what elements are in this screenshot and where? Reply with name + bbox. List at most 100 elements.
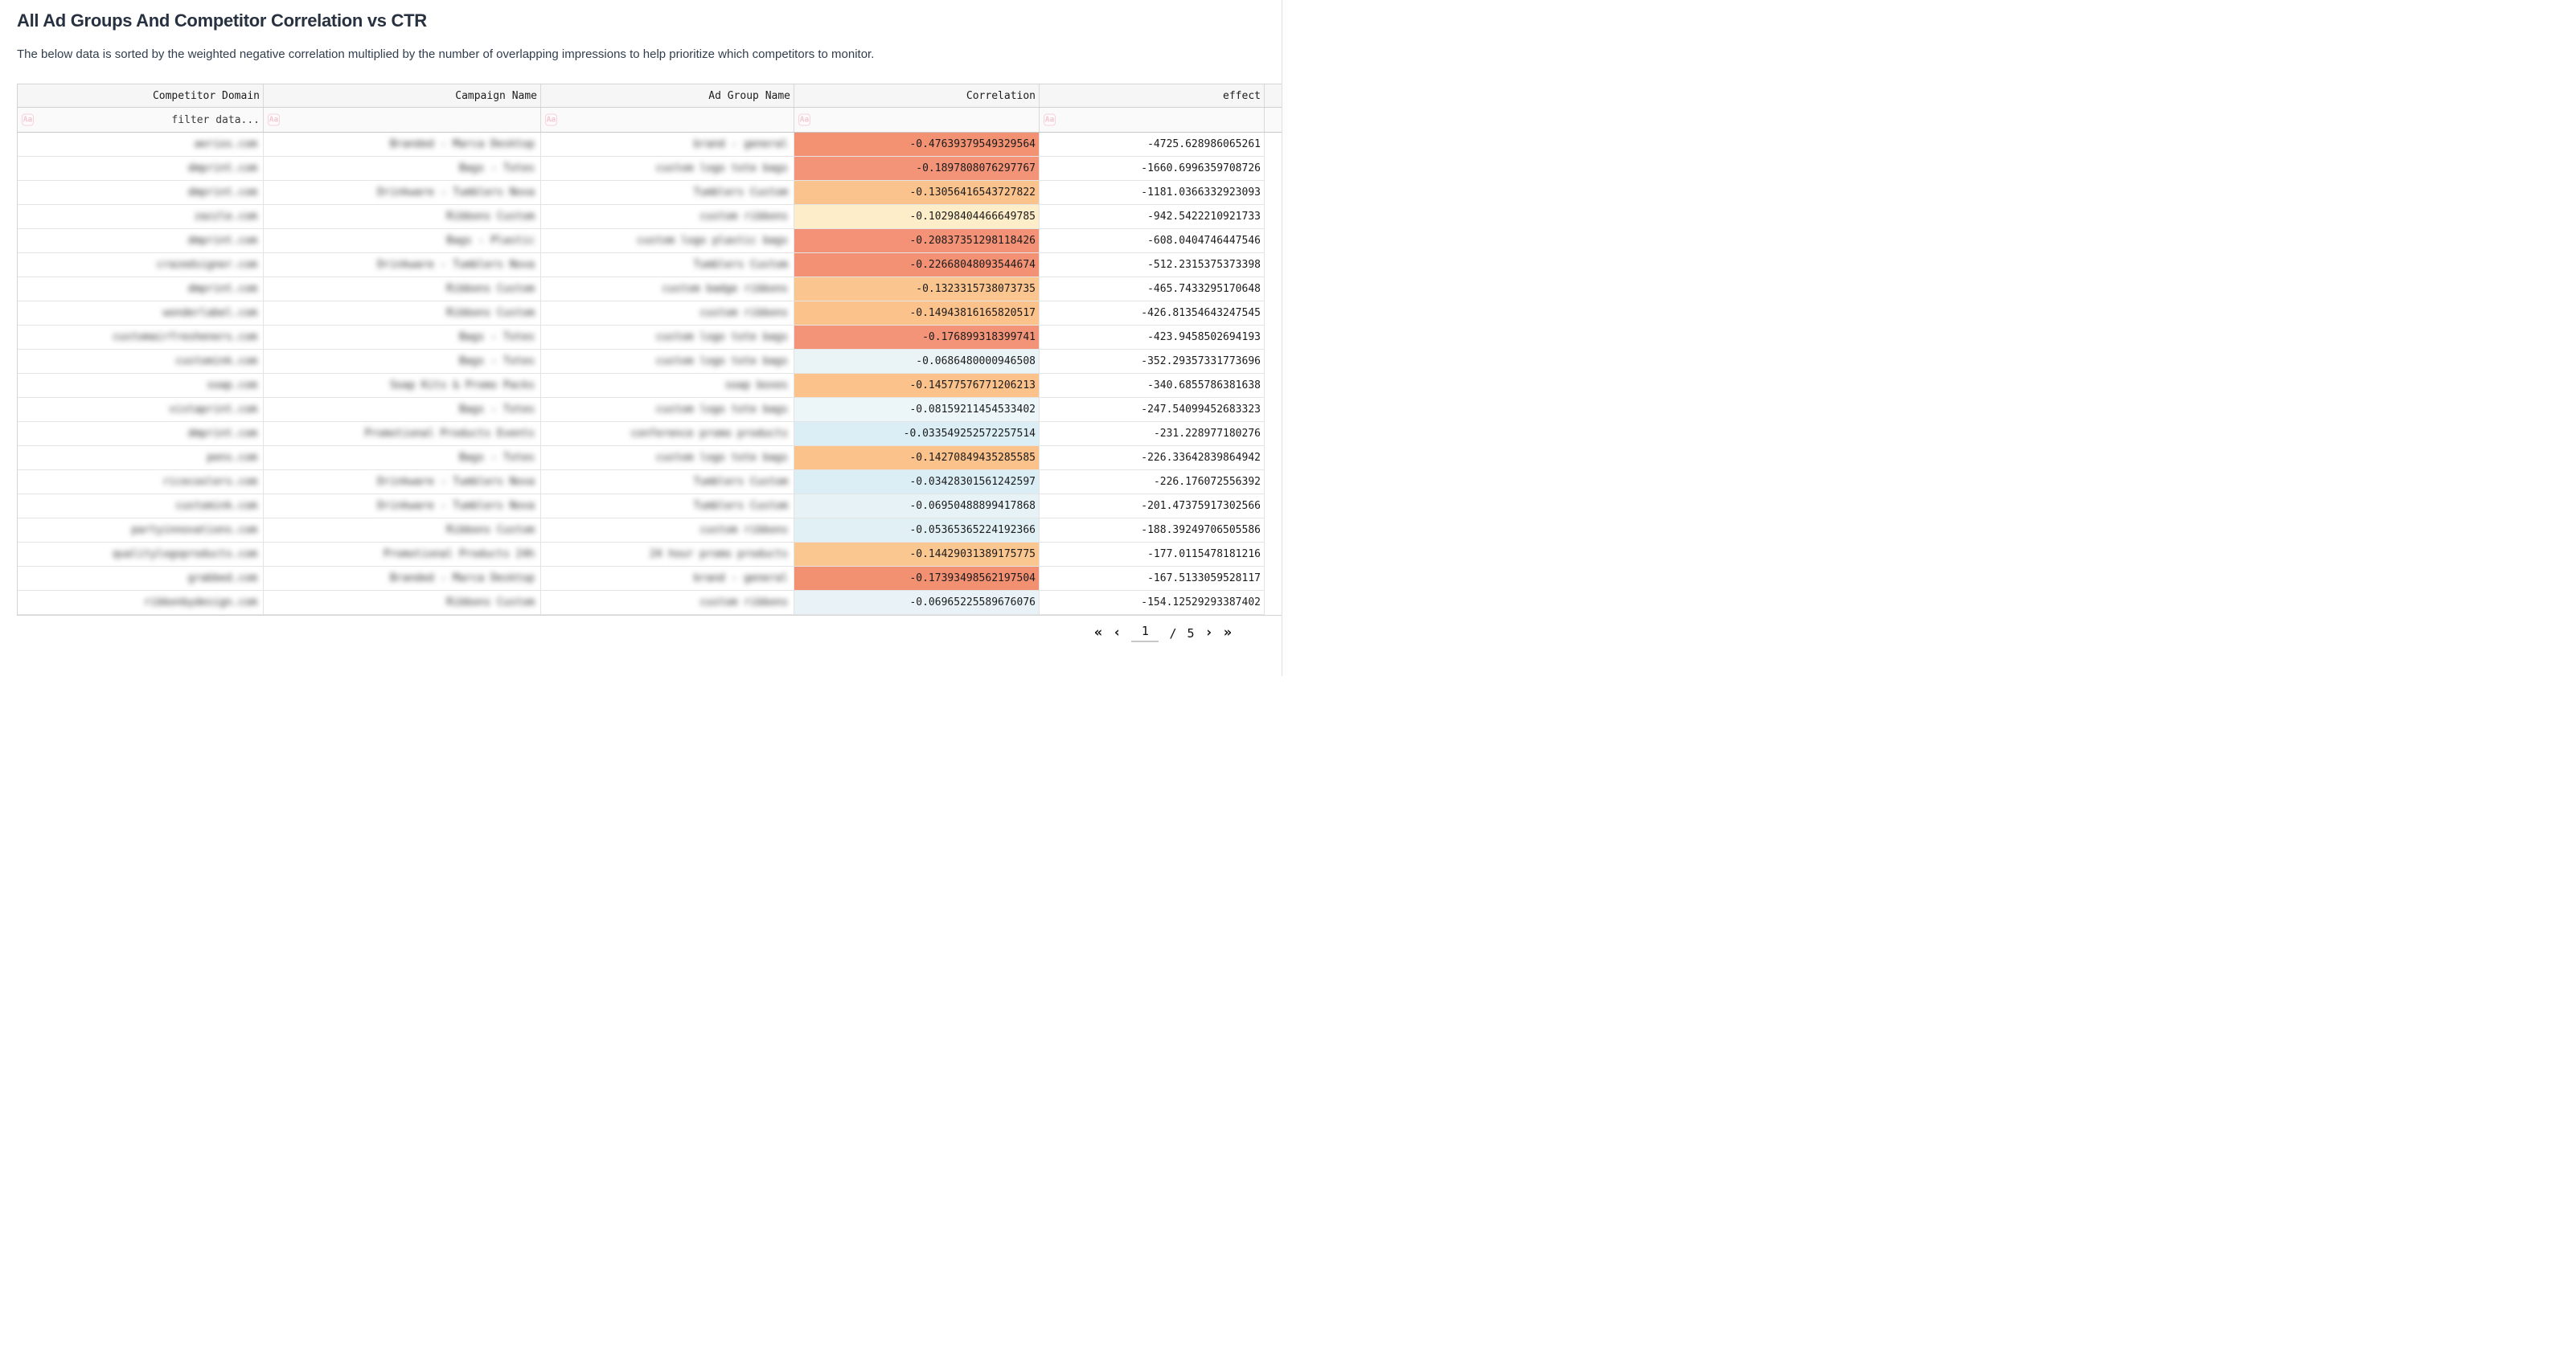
column-header-campaign-name[interactable]: Campaign Name xyxy=(264,84,541,107)
row-scrollbar-gutter xyxy=(1265,229,1282,253)
effect-cell: -231.228977180276 xyxy=(1040,422,1265,446)
table-row[interactable]: customink.com Drinkware - Tumblers Nova … xyxy=(18,494,1282,518)
filter-input-correlation[interactable] xyxy=(794,113,1036,126)
filter-cell-competitor-domain: Aa xyxy=(18,108,264,132)
filter-input-campaign-name[interactable] xyxy=(264,113,537,126)
correlation-cell: -0.17393498562197504 xyxy=(794,567,1040,591)
table-row[interactable]: dmprint.com Drinkware - Tumblers Nova Tu… xyxy=(18,181,1282,205)
text-filter-icon: Aa xyxy=(798,113,810,126)
table-row[interactable]: ricecoolers.com Drinkware - Tumblers Nov… xyxy=(18,470,1282,494)
filter-input-effect[interactable] xyxy=(1040,113,1261,126)
ad-group-name-redacted-text: custom logo tote bags xyxy=(655,404,788,416)
correlation-cell: -0.1323315738073735 xyxy=(794,277,1040,301)
correlation-cell: -0.13056416543727822 xyxy=(794,181,1040,205)
correlation-cell: -0.1897808076297767 xyxy=(794,157,1040,181)
correlation-cell: -0.14429031389175775 xyxy=(794,543,1040,567)
previous-page-button[interactable]: ‹ xyxy=(1113,625,1122,641)
filter-input-ad-group-name[interactable] xyxy=(541,113,790,126)
correlation-cell: -0.22668048093544674 xyxy=(794,253,1040,277)
column-header-ad-group-name[interactable]: Ad Group Name xyxy=(541,84,794,107)
campaign-name-cell: Ribbons Custom xyxy=(264,591,541,615)
competitor-domain-redacted-text: aerios.com xyxy=(194,138,257,150)
row-scrollbar-gutter xyxy=(1265,446,1282,470)
column-header-correlation[interactable]: Correlation xyxy=(794,84,1040,107)
competitor-domain-cell: vistaprint.com xyxy=(18,398,264,422)
column-header-effect[interactable]: effect xyxy=(1040,84,1265,107)
table-row[interactable]: customink.com Bags - Totes custom logo t… xyxy=(18,350,1282,374)
campaign-name-cell: Bags - Totes xyxy=(264,157,541,181)
table-row[interactable]: pens.com Bags - Totes custom logo tote b… xyxy=(18,446,1282,470)
page-separator: / xyxy=(1169,625,1177,641)
campaign-name-cell: Soap Kits & Promo Packs xyxy=(264,374,541,398)
table-row[interactable]: dmprint.com Bags - Totes custom logo tot… xyxy=(18,157,1282,181)
row-scrollbar-gutter xyxy=(1265,205,1282,229)
ad-group-name-cell: brand - general xyxy=(541,133,794,157)
table-row[interactable]: aerios.com Branded - Marca Desktop brand… xyxy=(18,133,1282,157)
campaign-name-redacted-text: Soap Kits & Promo Packs xyxy=(389,379,535,391)
ad-group-name-cell: brand - general xyxy=(541,567,794,591)
table-row[interactable]: crazedsigner.com Drinkware - Tumblers No… xyxy=(18,253,1282,277)
row-scrollbar-gutter xyxy=(1265,301,1282,326)
campaign-name-redacted-text: Drinkware - Tumblers Nova xyxy=(377,476,535,488)
campaign-name-cell: Drinkware - Tumblers Nova xyxy=(264,253,541,277)
table-row[interactable]: dmprint.com Ribbons Custom custom badge … xyxy=(18,277,1282,301)
table-row[interactable]: zazzle.com Ribbons Custom custom ribbons… xyxy=(18,205,1282,229)
table-row[interactable]: customairfresheners.com Bags - Totes cus… xyxy=(18,326,1282,350)
text-filter-icon: Aa xyxy=(1044,113,1056,126)
effect-cell: -352.29357331773696 xyxy=(1040,350,1265,374)
first-page-button[interactable]: « xyxy=(1093,625,1103,641)
ad-group-name-redacted-text: soap boxes xyxy=(724,379,788,391)
effect-cell: -226.176072556392 xyxy=(1040,470,1265,494)
table-row[interactable]: grabbed.com Branded - Marca Desktop bran… xyxy=(18,567,1282,591)
campaign-name-redacted-text: Promotional Products 24h xyxy=(384,548,535,560)
row-scrollbar-gutter xyxy=(1265,133,1282,157)
total-pages: 5 xyxy=(1187,625,1195,641)
ad-group-name-redacted-text: conference promo products xyxy=(630,428,788,440)
last-page-button[interactable]: » xyxy=(1223,625,1232,641)
competitor-domain-redacted-text: partyinnovations.com xyxy=(131,524,257,536)
ad-group-name-cell: custom ribbons xyxy=(541,518,794,543)
competitor-domain-redacted-text: zazzle.com xyxy=(194,211,257,223)
vertical-scrollbar[interactable] xyxy=(1282,0,1288,676)
ad-group-name-cell: custom logo tote bags xyxy=(541,157,794,181)
next-page-button[interactable]: › xyxy=(1204,625,1213,641)
competitor-domain-redacted-text: qualitylogoproducts.com xyxy=(112,548,257,560)
competitor-domain-cell: pens.com xyxy=(18,446,264,470)
filter-cell-correlation: Aa xyxy=(794,108,1040,132)
table-row[interactable]: dmprint.com Bags - Plastic custom logo p… xyxy=(18,229,1282,253)
competitor-domain-cell: partyinnovations.com xyxy=(18,518,264,543)
campaign-name-cell: Ribbons Custom xyxy=(264,277,541,301)
table-row[interactable]: qualitylogoproducts.com Promotional Prod… xyxy=(18,543,1282,567)
correlation-cell: -0.03428301561242597 xyxy=(794,470,1040,494)
table-row[interactable]: partyinnovations.com Ribbons Custom cust… xyxy=(18,518,1282,543)
competitor-domain-cell: grabbed.com xyxy=(18,567,264,591)
ad-group-name-cell: Tumblers Custom xyxy=(541,470,794,494)
row-scrollbar-gutter xyxy=(1265,277,1282,301)
row-scrollbar-gutter xyxy=(1265,157,1282,181)
filter-input-competitor-domain[interactable] xyxy=(18,113,260,126)
campaign-name-redacted-text: Ribbons Custom xyxy=(446,596,535,608)
column-header-competitor-domain[interactable]: Competitor Domain xyxy=(18,84,264,107)
competitor-domain-cell: dmprint.com xyxy=(18,181,264,205)
competitor-domain-redacted-text: ricecoolers.com xyxy=(162,476,257,488)
competitor-domain-redacted-text: customairfresheners.com xyxy=(112,331,257,343)
row-scrollbar-gutter xyxy=(1265,398,1282,422)
competitor-domain-cell: soap.com xyxy=(18,374,264,398)
ad-group-name-redacted-text: custom badge ribbons xyxy=(662,283,788,295)
page-number-input[interactable] xyxy=(1131,624,1159,642)
table-row[interactable]: dmprint.com Promotional Products Events … xyxy=(18,422,1282,446)
ad-group-name-cell: custom logo tote bags xyxy=(541,398,794,422)
filter-cell-campaign-name: Aa xyxy=(264,108,541,132)
table-row[interactable]: soap.com Soap Kits & Promo Packs soap bo… xyxy=(18,374,1282,398)
table-row[interactable]: wonderlabel.com Ribbons Custom custom ri… xyxy=(18,301,1282,326)
row-scrollbar-gutter xyxy=(1265,253,1282,277)
table-row[interactable]: ribbonbydesign.com Ribbons Custom custom… xyxy=(18,591,1282,615)
effect-cell: -340.6855786381638 xyxy=(1040,374,1265,398)
competitor-domain-cell: qualitylogoproducts.com xyxy=(18,543,264,567)
campaign-name-cell: Promotional Products Events xyxy=(264,422,541,446)
competitor-domain-redacted-text: wonderlabel.com xyxy=(162,307,257,319)
table-row[interactable]: vistaprint.com Bags - Totes custom logo … xyxy=(18,398,1282,422)
row-scrollbar-gutter xyxy=(1265,494,1282,518)
ad-group-name-redacted-text: custom logo tote bags xyxy=(655,331,788,343)
competitor-domain-cell: customairfresheners.com xyxy=(18,326,264,350)
